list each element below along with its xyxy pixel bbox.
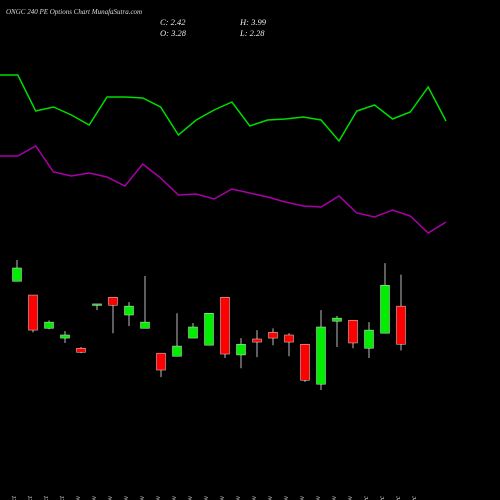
candle-body [300,344,310,381]
header-high: H: 3.99 [239,17,267,27]
x-tick-label: 19 Nov [234,495,242,500]
candle-body [284,334,294,343]
candle-body [364,329,374,349]
candle-body [252,338,262,343]
header-open: O: 3.28 [160,28,187,38]
candle-body [204,312,214,346]
x-tick-label: 03 Nov [74,495,82,500]
x-tick-label: 21 Nov [266,495,274,500]
x-tick-label: 18 Nov [218,495,226,500]
candle-body [76,348,86,353]
candle-body [28,294,38,331]
candle-body [332,317,342,322]
candle-body [92,303,102,306]
candle-body [268,332,278,339]
candle-body [60,334,70,339]
x-tick-label: 02 Dec [378,495,386,500]
x-tick-label: 28 Nov [346,495,354,500]
header-close: C: 2.42 [160,17,186,27]
x-tick-label: 10 Nov [122,495,130,500]
x-tick-label: 25 Nov [298,495,306,500]
candle-body [220,297,230,355]
x-tick-label: 30 Oct [42,495,50,500]
candle-body [44,321,54,329]
candle-body [124,305,134,316]
candle-body [108,297,118,306]
x-tick-label: 04 Dec [410,495,418,500]
candle-body [380,285,390,334]
x-tick-label: 04 Nov [90,495,98,500]
x-tick-label: 14 Nov [186,495,194,500]
candle-body [12,267,22,282]
x-tick-label: 17 Nov [202,495,210,500]
candle-body [396,305,406,345]
candle-body [172,345,182,357]
x-tick-label: 11 Nov [138,495,146,500]
x-tick-label: 28 Oct [10,495,18,500]
x-tick-label: 31 Oct [58,495,66,500]
x-tick-label: 07 Nov [106,495,114,500]
candle-body [348,320,358,344]
x-tick-label: 03 Dec [394,495,402,500]
header-low: L: 2.28 [239,28,265,38]
x-tick-label: 27 Nov [330,495,338,500]
candle-body [236,344,246,356]
candle-body [156,352,166,371]
x-tick-label: 24 Nov [282,495,290,500]
x-tick-label: 01 Dec [362,495,370,500]
x-tick-label: 12 Nov [154,495,162,500]
x-tick-label: 20 Nov [250,495,258,500]
indicator-line [0,74,447,143]
candle-body [140,321,150,329]
x-tick-label: 29 Oct [26,495,34,500]
x-tick-label: 13 Nov [170,495,178,500]
candle-body [316,326,326,385]
chart-title: ONGC 240 PE Options Chart MunafaSutra.co… [6,8,142,16]
candle-body [188,326,198,339]
indicator-line [0,145,447,234]
x-tick-label: 26 Nov [314,495,322,500]
